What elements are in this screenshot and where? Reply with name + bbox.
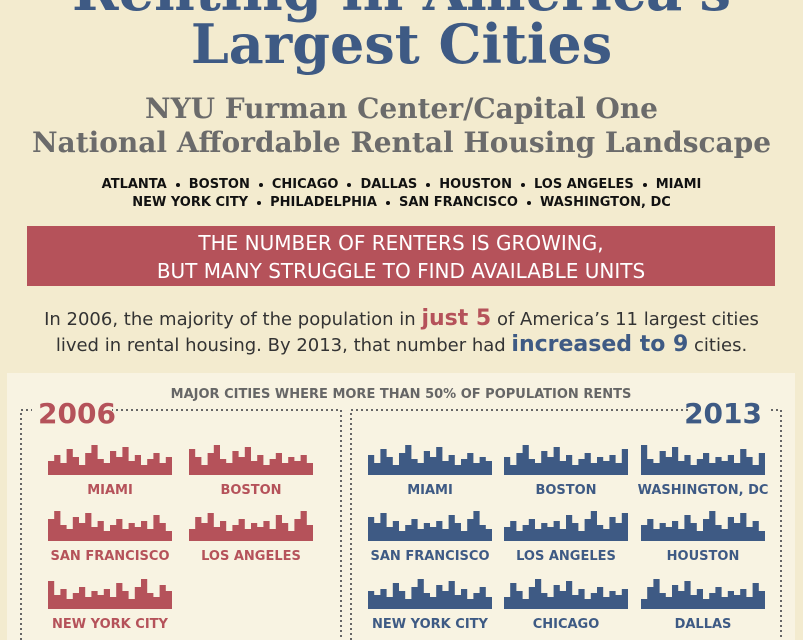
city-list: ATLANTA BOSTON CHICAGO DALLAS HOUSTON LOS ANG…	[0, 177, 803, 192]
city-label: MIAMI	[87, 483, 133, 498]
skyline	[189, 511, 313, 541]
separator	[642, 182, 647, 187]
highlight: increased to 9	[511, 332, 689, 357]
separator	[257, 200, 262, 205]
separator	[347, 182, 352, 187]
city-label: NEW YORK CITY	[52, 617, 168, 632]
separator	[175, 182, 180, 187]
separator	[426, 182, 431, 187]
box-2013	[350, 409, 782, 640]
title-line2: Largest Cities	[190, 12, 613, 76]
intro-text: of America’s 11 largest cities	[491, 309, 759, 330]
skyline	[641, 579, 765, 609]
skyline	[504, 445, 628, 475]
year-bg	[32, 398, 112, 426]
city-label: LOS ANGELES	[516, 549, 616, 564]
banner-line: THE NUMBER OF RENTERS IS GROWING,	[198, 231, 604, 255]
city-name: CHICAGO	[271, 177, 339, 192]
city-label: SAN FRANCISCO	[371, 549, 490, 564]
banner: THE NUMBER OF RENTERS IS GROWING, BUT MAN…	[27, 226, 775, 286]
skyline	[48, 445, 172, 475]
separator	[385, 200, 390, 205]
city-name: NEW YORK CITY	[132, 195, 249, 210]
city-name: ATLANTA	[101, 177, 167, 192]
skyline	[189, 445, 313, 475]
city-name: HOUSTON	[439, 177, 512, 192]
skyline	[48, 579, 172, 609]
year-bg	[688, 398, 768, 426]
skyline	[368, 445, 492, 475]
city-name: MIAMI	[655, 177, 702, 192]
city-label: SAN FRANCISCO	[51, 549, 170, 564]
separator	[520, 182, 525, 187]
city-list: NEW YORK CITY PHILADELPHIA SAN FRANCISCO WA…	[0, 195, 803, 210]
city-name: WASHINGTON, DC	[539, 195, 671, 210]
city-name: BOSTON	[188, 177, 250, 192]
subtitle-line2: National Affordable Rental Housing Lands…	[31, 126, 772, 159]
city-name: PHILADELPHIA	[270, 195, 377, 210]
skyline	[504, 579, 628, 609]
city-name: DALLAS	[360, 177, 418, 192]
intro-text: In 2006, the majority of the population …	[44, 309, 422, 330]
year-label: 2006	[38, 397, 116, 430]
title-line1: Renting in America's	[0, 0, 803, 24]
city-label: MIAMI	[407, 483, 453, 498]
separator	[258, 182, 263, 187]
subtitle-line1: NYU Furman Center/Capital One	[145, 92, 658, 125]
banner-line: BUT MANY STRUGGLE TO FIND AVAILABLE UNIT…	[156, 259, 646, 283]
panel-title: MAJOR CITIES WHERE MORE THAN 50% OF POPU…	[171, 387, 632, 402]
intro-line: In 2006, the majority of the population …	[0, 306, 803, 331]
skyline	[641, 511, 765, 541]
city-label: HOUSTON	[667, 549, 740, 564]
city-label: DALLAS	[675, 617, 732, 632]
intro-text: lived in rental housing. By 2013, that n…	[55, 335, 512, 356]
city-label: CHICAGO	[533, 617, 600, 632]
city-label: BOSTON	[220, 483, 281, 498]
skyline	[641, 445, 765, 475]
highlight: just 5	[421, 306, 492, 331]
skyline	[504, 511, 628, 541]
skyline	[368, 511, 492, 541]
intro-line: lived in rental housing. By 2013, that n…	[0, 332, 803, 357]
skyline	[368, 579, 492, 609]
skyline	[48, 511, 172, 541]
separator	[526, 200, 531, 205]
intro-text: cities.	[688, 335, 748, 356]
year-label: 2013	[684, 397, 762, 430]
city-label: NEW YORK CITY	[372, 617, 488, 632]
box-2006	[20, 409, 342, 640]
city-label: WASHINGTON, DC	[638, 483, 769, 498]
city-name: LOS ANGELES	[533, 177, 634, 192]
city-label: BOSTON	[535, 483, 596, 498]
city-name: SAN FRANCISCO	[398, 195, 518, 210]
city-label: LOS ANGELES	[201, 549, 301, 564]
